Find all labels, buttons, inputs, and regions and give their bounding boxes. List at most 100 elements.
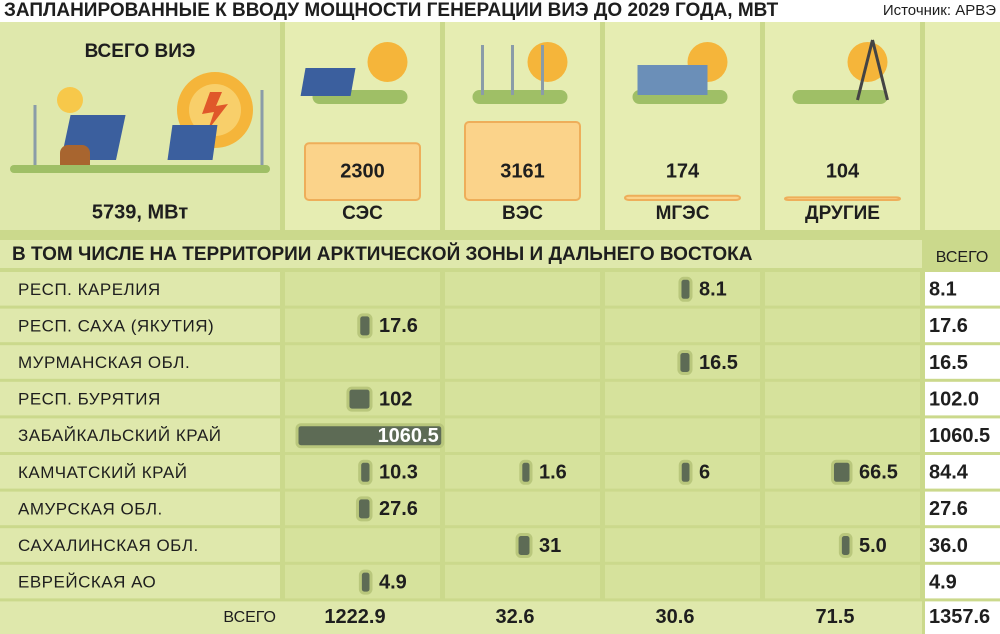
source: Источник: АРВЭ [883,2,996,19]
cell [285,528,440,562]
cell [285,345,440,379]
icon-dam [637,65,708,95]
type-value: 3161 [500,160,545,182]
column-total: 30.6 [656,606,695,628]
cell-value: 16.5 [699,352,738,374]
total-column [925,22,1000,230]
column-total: 32.6 [496,606,535,628]
cell-bar [678,276,693,302]
row-label-cell [0,345,280,379]
total-cell [925,528,1000,562]
cell-value: 102 [379,388,412,410]
totals-label: ВСЕГО [223,609,276,626]
type-bar [624,194,741,201]
row-total: 27.6 [929,498,968,520]
total-cell [925,491,1000,526]
cell-bar [838,533,853,558]
cell [445,345,600,379]
type-name: ВЭС [502,203,543,224]
cell-bar [355,496,373,522]
cell [765,272,920,306]
total-label: ВСЕГО ВИЭ [85,41,196,62]
row-total: 16.5 [929,352,968,374]
cell [765,418,920,452]
cell-bar [830,459,853,485]
cell [765,308,920,343]
cell-value: 31 [539,535,561,557]
row-label-cell [0,528,280,562]
cell [765,381,920,416]
type-name: СЭС [342,203,383,224]
cell [605,308,760,343]
type-bar [304,142,421,201]
icon-base [472,90,568,104]
row-name: ЗАБАЙКАЛЬСКИЙ КРАЙ [18,426,222,445]
type-name: ДРУГИЕ [805,203,880,224]
icon-panel [300,68,356,96]
cell-value: 4.9 [379,571,407,593]
cell [765,491,920,526]
row-name: РЕСП. КАРЕЛИЯ [18,280,161,299]
row-name: КАМЧАТСКИЙ КРАЙ [18,463,187,482]
section-band [0,240,922,268]
row-label-cell [0,491,280,526]
cell-value: 66.5 [859,462,898,484]
cell-bar [515,533,533,558]
type-value: 174 [666,160,700,182]
total-cell [925,272,1000,306]
icon-base [792,90,888,104]
cell-bar [358,569,373,595]
cell [445,564,600,599]
row-total: 4.9 [929,571,957,593]
row-total: 1060.5 [929,425,990,447]
row-total: 36.0 [929,535,968,557]
cell [445,272,600,306]
total-cell [925,418,1000,452]
row-label-cell [0,381,280,416]
cell-bar [346,386,373,412]
cell [445,418,600,452]
cell [765,564,920,599]
cell [605,491,760,526]
total-cell [925,381,1000,416]
cell [285,272,440,306]
row-name: САХАЛИНСКАЯ ОБЛ. [18,536,199,555]
row-total: 17.6 [929,315,968,337]
illustration [10,72,270,173]
row-label-cell [0,455,280,489]
type-panel [765,22,920,230]
section-title: В ТОМ ЧИСЛЕ НА ТЕРРИТОРИИ АРКТИЧЕСКОЙ ЗО… [12,243,753,265]
total-cell [925,345,1000,379]
total-header: ВСЕГО [936,249,989,266]
row-name: РЕСП. САХА (ЯКУТИЯ) [18,316,214,335]
row-label-cell [0,272,280,306]
total-cell [925,308,1000,343]
cell-bar [678,459,693,485]
cell [605,528,760,562]
icon-tower [856,39,889,101]
cell [605,418,760,452]
row-total: 8.1 [929,279,957,301]
row-total: 102.0 [929,388,979,410]
cell-bar [295,423,445,449]
cell-value: 1060.5 [378,425,439,447]
row-total: 84.4 [929,462,969,484]
cell-value: 17.6 [379,315,418,337]
cell [445,491,600,526]
total-cell [925,455,1000,489]
type-bar [464,121,581,201]
cell-value: 10.3 [379,462,418,484]
cell-bar [519,459,533,485]
type-value: 2300 [340,160,385,182]
grand-cell [925,601,1000,634]
totals-band [0,601,922,634]
cell-bar [357,313,373,339]
column-total: 71.5 [816,606,855,628]
type-bar [784,196,901,202]
cell-value: 8.1 [699,279,727,301]
cell-bar [358,459,373,485]
row-name: АМУРСКАЯ ОБЛ. [18,499,163,518]
cell-bar [677,350,693,375]
cell-value: 27.6 [379,498,418,520]
